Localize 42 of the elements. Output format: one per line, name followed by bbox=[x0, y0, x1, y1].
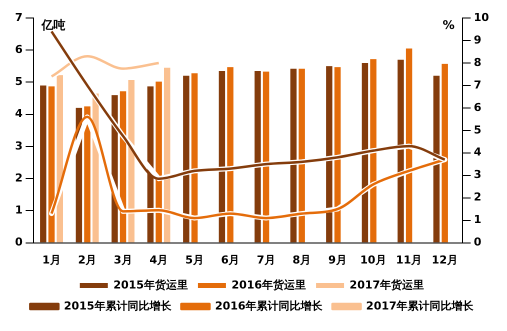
legend-label: 2016年货运里 bbox=[231, 278, 306, 292]
y2-tick-label: 0 bbox=[474, 236, 482, 249]
y2-tick-label: 5 bbox=[474, 123, 482, 136]
y-tick-label: 4 bbox=[15, 107, 23, 120]
x-tick-label: 2月 bbox=[78, 253, 97, 266]
bar bbox=[56, 75, 63, 242]
y-tick-label: 1 bbox=[15, 204, 23, 217]
y-tick-label: 7 bbox=[15, 10, 23, 24]
y2-tick-label: 3 bbox=[474, 168, 482, 182]
bar bbox=[164, 68, 170, 242]
legend-label: 2016年累计同比增长 bbox=[214, 299, 324, 312]
y2-tick-label: 6 bbox=[474, 100, 482, 114]
y-tick-label: 2 bbox=[15, 171, 23, 184]
y-tick-label: 6 bbox=[15, 42, 23, 56]
y-axis-title: 亿吨 bbox=[40, 18, 66, 32]
y2-tick-label: 10 bbox=[474, 10, 490, 24]
x-tick-label: 10月 bbox=[360, 253, 386, 266]
y2-tick-label: 7 bbox=[474, 78, 482, 92]
y-tick-label: 5 bbox=[15, 75, 23, 88]
y2-tick-label: 2 bbox=[474, 190, 482, 204]
y2-axis-title: % bbox=[442, 18, 455, 32]
legend-label: 2017年累计同比增长 bbox=[366, 299, 475, 312]
y-tick-label: 0 bbox=[15, 236, 23, 249]
legend-label: 2015年货运里 bbox=[113, 278, 188, 292]
x-tick-label: 4月 bbox=[149, 253, 168, 266]
x-tick-label: 6月 bbox=[220, 253, 240, 266]
legend-label: 2015年累计同比增长 bbox=[64, 299, 172, 312]
y-tick-label: 3 bbox=[15, 139, 23, 152]
legend-label: 2017年货运里 bbox=[350, 278, 424, 292]
y2-tick-label: 1 bbox=[474, 213, 482, 226]
x-tick-label: 7月 bbox=[256, 253, 276, 266]
x-tick-label: 9月 bbox=[328, 253, 347, 266]
y2-tick-label: 8 bbox=[474, 56, 482, 69]
y2-tick-label: 4 bbox=[474, 146, 482, 159]
x-tick-label: 5月 bbox=[185, 253, 204, 266]
x-tick-label: 1月 bbox=[42, 253, 61, 266]
x-tick-label: 8月 bbox=[292, 253, 312, 266]
y2-tick-label: 9 bbox=[474, 33, 482, 46]
bar bbox=[40, 85, 46, 242]
x-tick-label: 12月 bbox=[432, 253, 458, 266]
x-tick-label: 11月 bbox=[396, 253, 422, 266]
x-tick-label: 3月 bbox=[114, 253, 132, 266]
